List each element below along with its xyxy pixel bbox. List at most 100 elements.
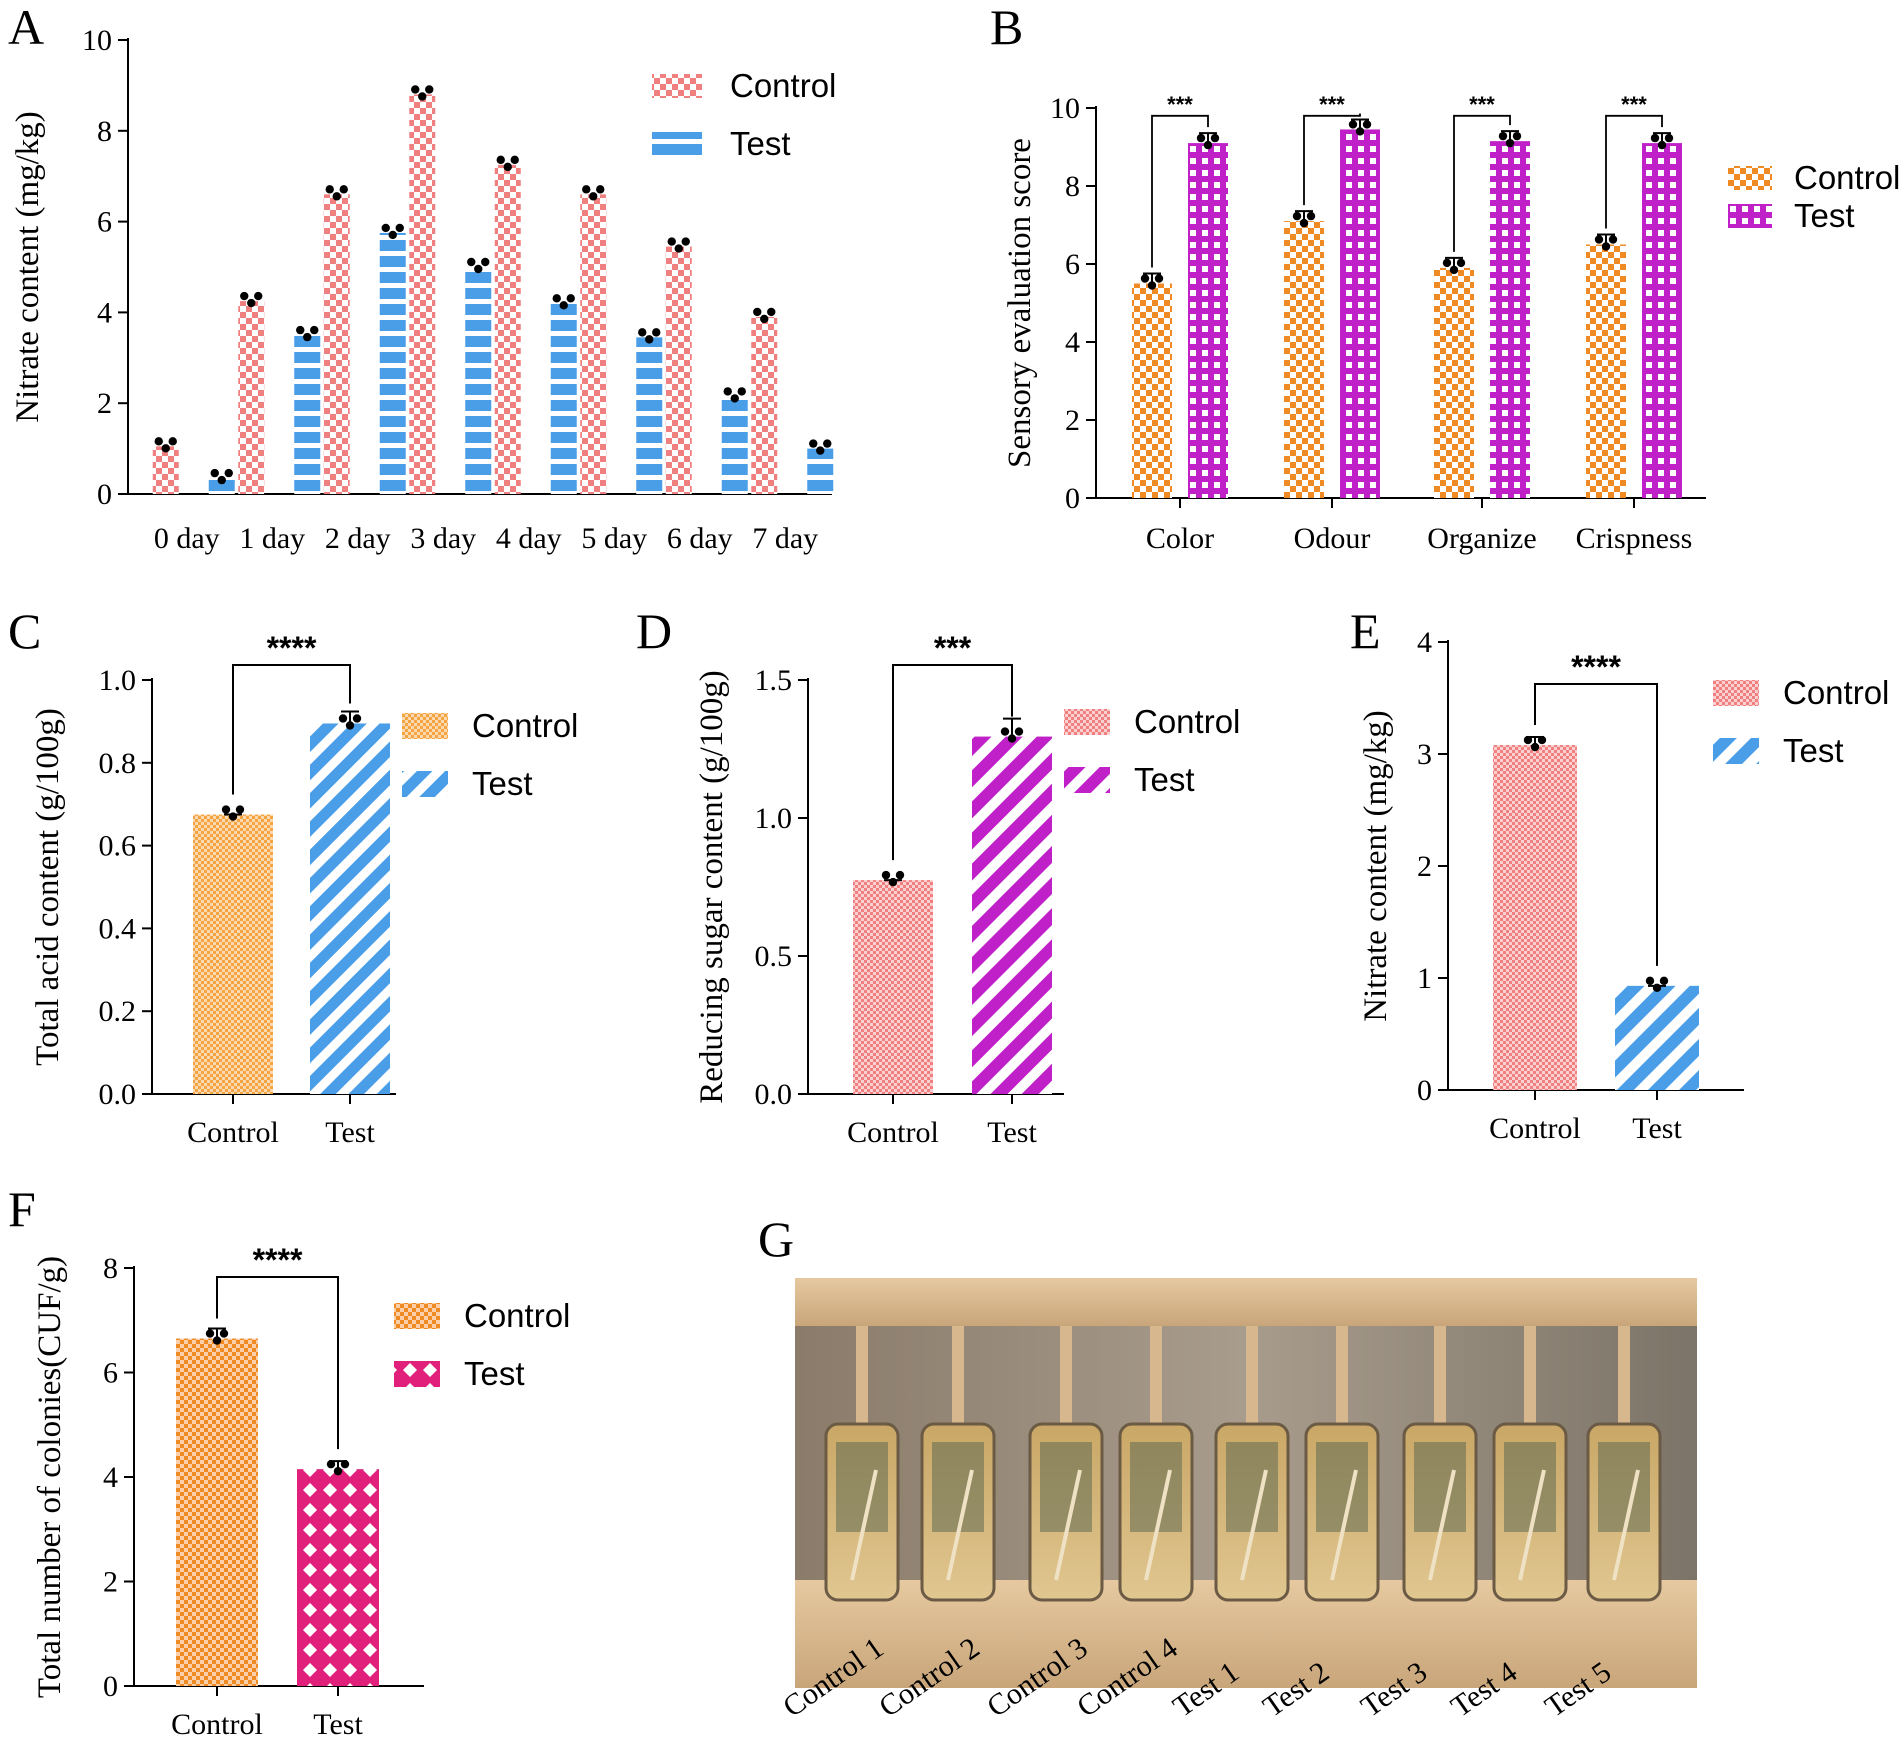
significance-bracket-b (1453, 114, 1511, 252)
data-point-a (737, 387, 746, 396)
y-tick-label-d: 0.5 (755, 940, 793, 973)
legend-swatch-test-f (394, 1361, 440, 1387)
bar-control-a (238, 301, 265, 494)
legend-label-control-d: Control (1134, 703, 1240, 740)
data-point-b (1442, 258, 1452, 268)
legend-swatch-test-c (402, 771, 448, 797)
y-tick-label-d: 1.5 (755, 664, 793, 697)
legend-label-control-e: Control (1783, 674, 1889, 711)
data-point-a (240, 291, 249, 301)
tube-interior (1226, 1442, 1278, 1532)
data-point-a (418, 92, 427, 101)
data-point-f (212, 1336, 222, 1345)
data-point-a (589, 192, 598, 201)
data-point-a (816, 446, 825, 455)
data-point-b (1299, 218, 1309, 228)
significance-bracket-f (216, 1276, 339, 1450)
data-point-b (1292, 211, 1302, 221)
y-axis-title-e: Nitrate content (mg/kg) (1358, 710, 1394, 1022)
panel-letter-c: C (8, 603, 41, 659)
bar-control-e (1493, 745, 1577, 1090)
y-tick-label-a: 2 (97, 387, 112, 420)
x-tick-label-b: Organize (1427, 522, 1536, 555)
data-point-d (881, 870, 891, 880)
x-tick-label-b: Crispness (1576, 522, 1693, 555)
bar-control-a (323, 194, 350, 495)
x-tick-label-f: Test (313, 1708, 363, 1741)
data-point-b (1594, 235, 1604, 244)
tube-interior (1598, 1442, 1650, 1532)
bar-test-d (972, 736, 1052, 1094)
y-tick-label-f: 6 (103, 1357, 118, 1390)
significance-stars-d: *** (934, 630, 972, 666)
bar-test-a (807, 448, 834, 494)
data-point-e (1652, 983, 1662, 993)
data-point-b (1210, 133, 1220, 143)
data-point-a (809, 439, 818, 448)
y-tick-label-d: 1.0 (755, 802, 793, 835)
inner-vial (850, 1469, 878, 1581)
data-point-b (1512, 131, 1522, 141)
bar-control-c (193, 814, 273, 1094)
inner-vial (946, 1469, 974, 1581)
tubes (824, 1326, 1662, 1602)
data-point-c (345, 721, 355, 730)
tube-interior (932, 1442, 984, 1532)
legend-label-control-f: Control (464, 1297, 570, 1334)
bar-test-a (721, 396, 748, 494)
data-point-a (332, 192, 341, 201)
chart-f: 0 2 4 6 8 Total number of colonies(CUF/g) Cont… (32, 1242, 570, 1741)
bar-control-b (1586, 244, 1626, 498)
panel-letter-b: B (990, 0, 1023, 55)
legend-label-control-a: Control (730, 67, 836, 104)
y-axis-title-a: Nitrate content (mg/kg) (10, 111, 46, 423)
data-point-d (1014, 727, 1024, 736)
chart-e: 0 1 2 3 4 Nitrate content (mg/kg) Control Test *… (1358, 626, 1889, 1145)
data-point-b (1140, 274, 1150, 283)
data-point-a (388, 230, 397, 240)
data-point-a (481, 257, 490, 267)
data-point-a (224, 468, 233, 478)
significance-bracket-b (1303, 113, 1361, 206)
data-point-b (1498, 131, 1508, 141)
y-tick-label-b: 6 (1065, 248, 1080, 281)
data-point-a (638, 328, 647, 337)
legend-swatch-test-e (1713, 738, 1759, 764)
inner-vial (1240, 1469, 1268, 1581)
legend-label-control-c: Control (472, 707, 578, 744)
tube-interior (1316, 1442, 1368, 1532)
legend-swatch-test-a (652, 132, 702, 156)
chart-d: 0.0 0.5 1.0 1.5 Reducing sugar content (g/10… (694, 630, 1240, 1149)
data-point-c (338, 714, 348, 723)
data-point-a (645, 335, 654, 344)
data-point-b (1154, 274, 1164, 283)
tube-interior (1040, 1442, 1092, 1532)
bar-control-a (494, 164, 521, 494)
data-point-e (1523, 735, 1533, 745)
data-point-b (1147, 281, 1157, 290)
legend-swatch-control-b (1728, 166, 1772, 190)
y-tick-label-c: 0.4 (99, 912, 137, 945)
chart-a: 0 2 4 6 8 10 Nitrate content (mg/kg) 0 day 1 day… (10, 24, 836, 555)
legend-label-test-a: Test (730, 125, 791, 162)
data-point-a (674, 244, 683, 253)
y-tick-label-f: 2 (103, 1566, 118, 1599)
legend-label-control-b: Control (1794, 159, 1900, 196)
data-point-a (596, 185, 605, 194)
data-point-c (221, 805, 231, 814)
data-point-a (823, 439, 832, 448)
legend-label-test-d: Test (1134, 761, 1195, 798)
data-point-b (1449, 265, 1459, 275)
bar-test-a (208, 478, 235, 494)
legend-swatch-test-d (1064, 767, 1110, 793)
data-point-b (1657, 140, 1667, 150)
data-point-a (254, 291, 263, 301)
data-point-a (411, 85, 420, 94)
data-point-b (1348, 120, 1358, 129)
y-tick-label-a: 0 (97, 478, 112, 511)
bar-test-b (1490, 141, 1530, 498)
bar-control-a (751, 316, 778, 494)
bar-test-a (294, 335, 321, 494)
significance-stars-b: *** (1621, 92, 1647, 117)
